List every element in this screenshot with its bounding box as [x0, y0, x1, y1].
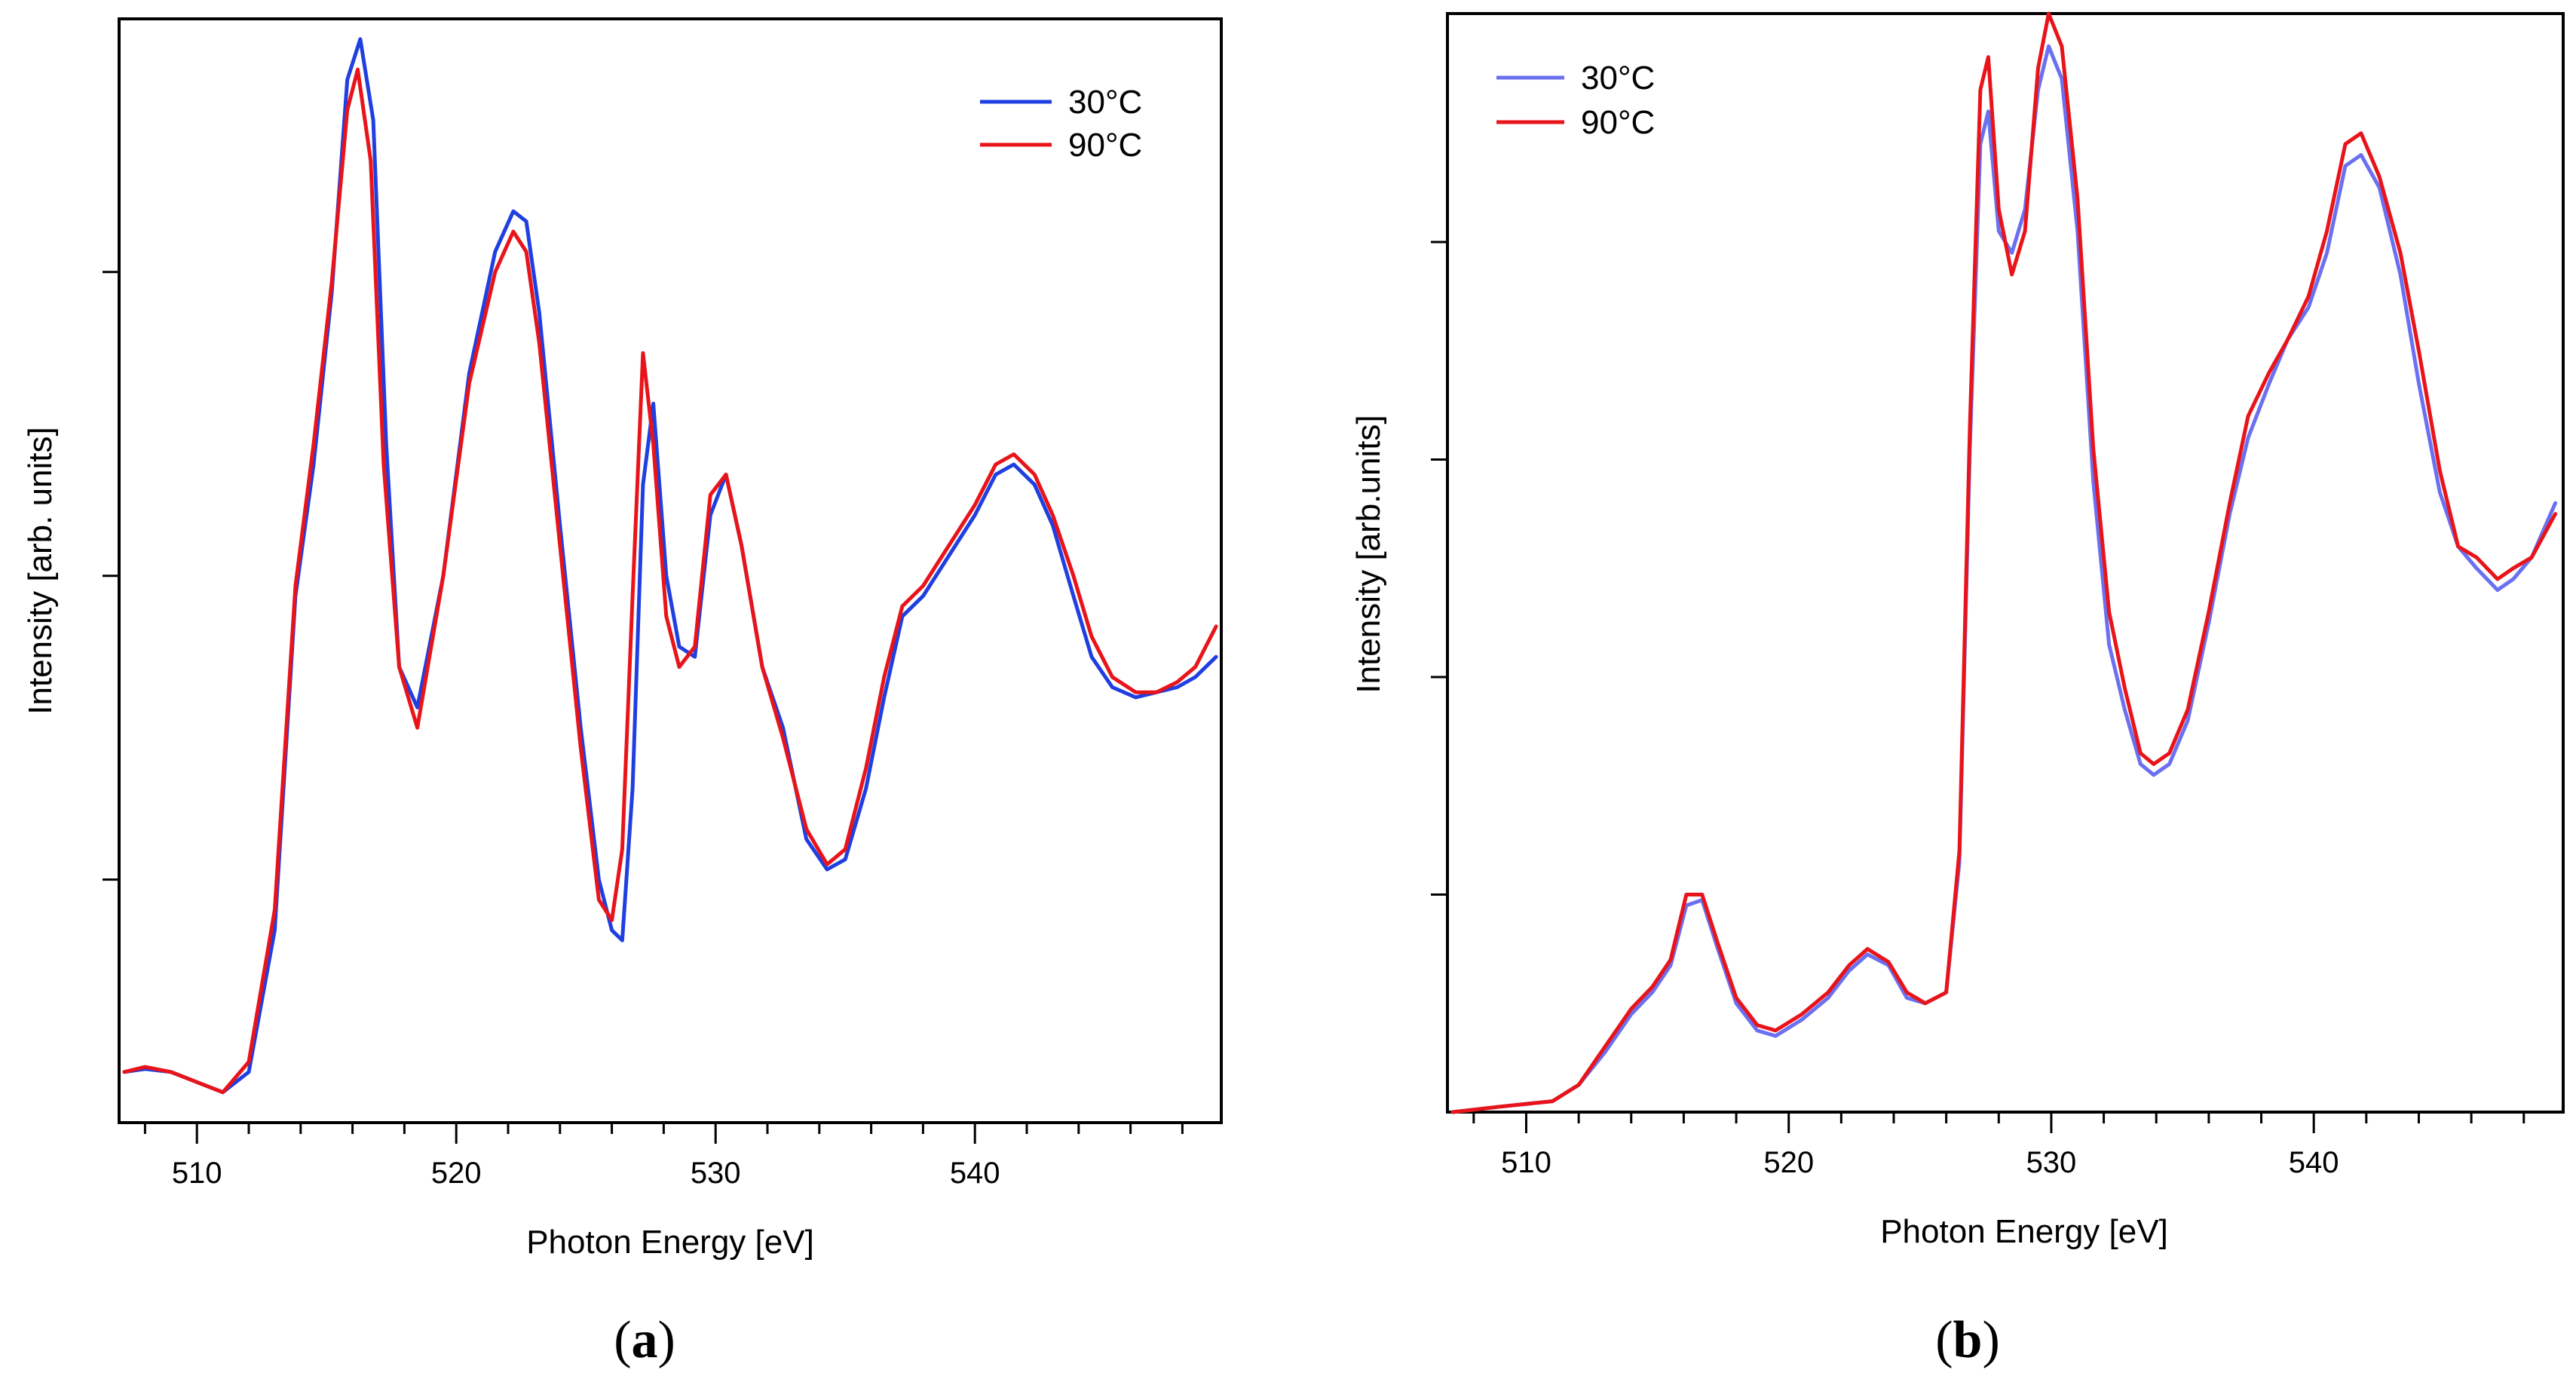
series-group-b — [1450, 11, 2558, 1114]
x-tick-label-b-520: 520 — [1763, 1146, 1814, 1179]
panel-label-a: (a) — [614, 1311, 675, 1369]
plot-frame-a — [118, 17, 1223, 1124]
x-tick-label-b-530: 530 — [2026, 1146, 2077, 1179]
series-group-a — [122, 37, 1218, 1095]
legend-label-b-90c: 90°C — [1581, 104, 1655, 141]
chart-panel-b: 510 520 530 540 Photon Energy [eV] Intensit… — [1350, 11, 2565, 1369]
panel-label-b: (b) — [1935, 1311, 2000, 1369]
legend-label-a-30c: 30°C — [1068, 84, 1142, 121]
series-line-b-30c — [1450, 44, 2558, 1114]
legend-label-a-90c: 90°C — [1068, 127, 1142, 164]
plot-frame-b — [1446, 12, 2565, 1114]
panel-label-a-letter: a — [632, 1311, 658, 1369]
legend-b: 30°C 90°C — [1496, 60, 1655, 141]
series-line-a-90c — [122, 67, 1218, 1095]
x-ticks-a: 510 520 530 540 — [103, 271, 1184, 1190]
series-line-a-30c — [122, 37, 1218, 1095]
x-ticks-b: 510 520 530 540 — [1431, 241, 2525, 1179]
legend-a: 30°C 90°C — [980, 84, 1142, 164]
y-axis-title-b: Intensity [arb.units] — [1350, 415, 1387, 693]
legend-label-b-30c: 30°C — [1581, 60, 1655, 97]
chart-panel-a: 510 520 530 540 Photon Energy [eV] Intensit… — [22, 17, 1223, 1369]
x-tick-label-b-510: 510 — [1501, 1146, 1551, 1179]
x-tick-label-b-540: 540 — [2289, 1146, 2339, 1179]
x-tick-label-a-540: 540 — [950, 1157, 1000, 1190]
series-line-b-90c — [1450, 11, 2558, 1114]
x-tick-label-a-530: 530 — [691, 1157, 741, 1190]
panel-label-b-letter: b — [1953, 1311, 1983, 1369]
x-axis-title-b: Photon Energy [eV] — [1880, 1213, 2168, 1250]
x-axis-title-a: Photon Energy [eV] — [526, 1224, 814, 1261]
x-tick-label-a-510: 510 — [172, 1157, 222, 1190]
y-axis-title-a: Intensity [arb. units] — [22, 427, 59, 715]
x-tick-label-a-520: 520 — [431, 1157, 482, 1190]
